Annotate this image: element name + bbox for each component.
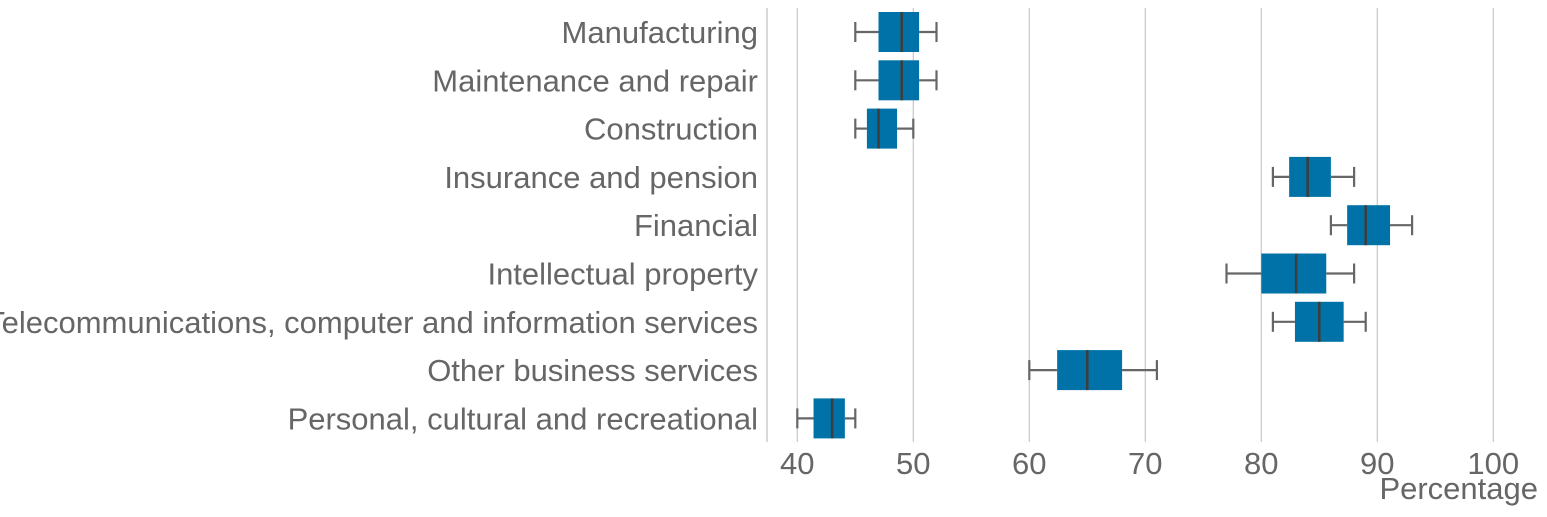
box-iqr — [1347, 205, 1391, 246]
box-5 — [1225, 253, 1356, 294]
y-tick-label: Financial — [634, 208, 758, 243]
y-tick-label: Manufacturing — [562, 15, 758, 50]
x-tick-label: 60 — [1012, 446, 1046, 481]
y-tick-label: Construction — [584, 112, 758, 147]
box-iqr — [878, 12, 920, 52]
box-4 — [1329, 205, 1414, 246]
box-8 — [796, 398, 857, 439]
y-tick-label: Maintenance and repair — [432, 63, 758, 98]
y-tick-labels: Manufacturing Maintenance and repair Const… — [0, 15, 758, 436]
boxes — [796, 12, 1414, 439]
box-1 — [854, 60, 938, 101]
x-tick-label: 40 — [780, 446, 814, 481]
y-tick-label: Personal, cultural and recreational — [288, 401, 758, 436]
box-iqr — [813, 398, 845, 439]
box-0 — [854, 12, 938, 52]
y-tick-label: Intellectual property — [487, 257, 758, 292]
x-tick-label: 50 — [896, 446, 930, 481]
box-iqr — [878, 60, 920, 101]
x-tick-label: 70 — [1128, 446, 1162, 481]
box-3 — [1271, 156, 1356, 197]
y-tick-label: Insurance and pension — [444, 160, 758, 195]
box-iqr — [866, 108, 898, 149]
box-6 — [1271, 301, 1367, 342]
box-2 — [854, 108, 915, 149]
x-tick-label: 80 — [1244, 446, 1278, 481]
x-tick-label: 90 — [1360, 446, 1394, 481]
box-iqr — [1261, 253, 1327, 294]
x-axis-label: Percentage — [1379, 471, 1538, 506]
box-iqr — [1057, 350, 1123, 391]
box-7 — [1028, 350, 1159, 391]
x-tick-labels: 40 50 60 70 80 90 100 — [780, 446, 1519, 481]
x-tick-label: 100 — [1467, 446, 1519, 481]
y-tick-label: Telecommunications, computer and informa… — [0, 305, 758, 340]
box-iqr — [1289, 156, 1331, 197]
y-tick-label: Other business services — [427, 353, 758, 388]
